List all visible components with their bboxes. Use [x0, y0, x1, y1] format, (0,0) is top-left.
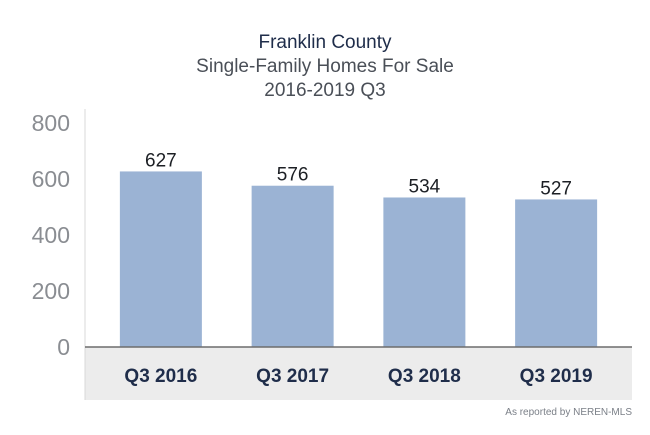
x-tick-label: Q3 2017: [256, 366, 329, 387]
bar: [383, 197, 466, 347]
chart-date-range: 2016-2019 Q3: [264, 80, 386, 101]
x-tick-label: Q3 2018: [388, 366, 461, 387]
bar: [251, 185, 334, 347]
category-band: [85, 347, 632, 400]
chart-title: Franklin County: [258, 32, 392, 53]
x-tick-label: Q3 2019: [520, 366, 593, 387]
bar-value-label: 576: [277, 165, 309, 186]
bar-value-label: 527: [540, 178, 572, 199]
x-tick-label: Q3 2016: [124, 366, 197, 387]
y-tick-label: 800: [32, 110, 70, 136]
y-tick-label: 400: [32, 222, 70, 248]
source-note: As reported by NEREN-MLS: [505, 407, 632, 418]
bar: [119, 171, 202, 347]
bar-value-label: 627: [145, 150, 177, 171]
chart-subtitle: Single-Family Homes For Sale: [196, 56, 454, 77]
y-tick-label: 600: [32, 166, 70, 192]
bar: [515, 199, 598, 347]
y-tick-label: 0: [57, 334, 70, 360]
y-tick-label: 200: [32, 278, 70, 304]
bar-value-label: 534: [409, 176, 441, 197]
